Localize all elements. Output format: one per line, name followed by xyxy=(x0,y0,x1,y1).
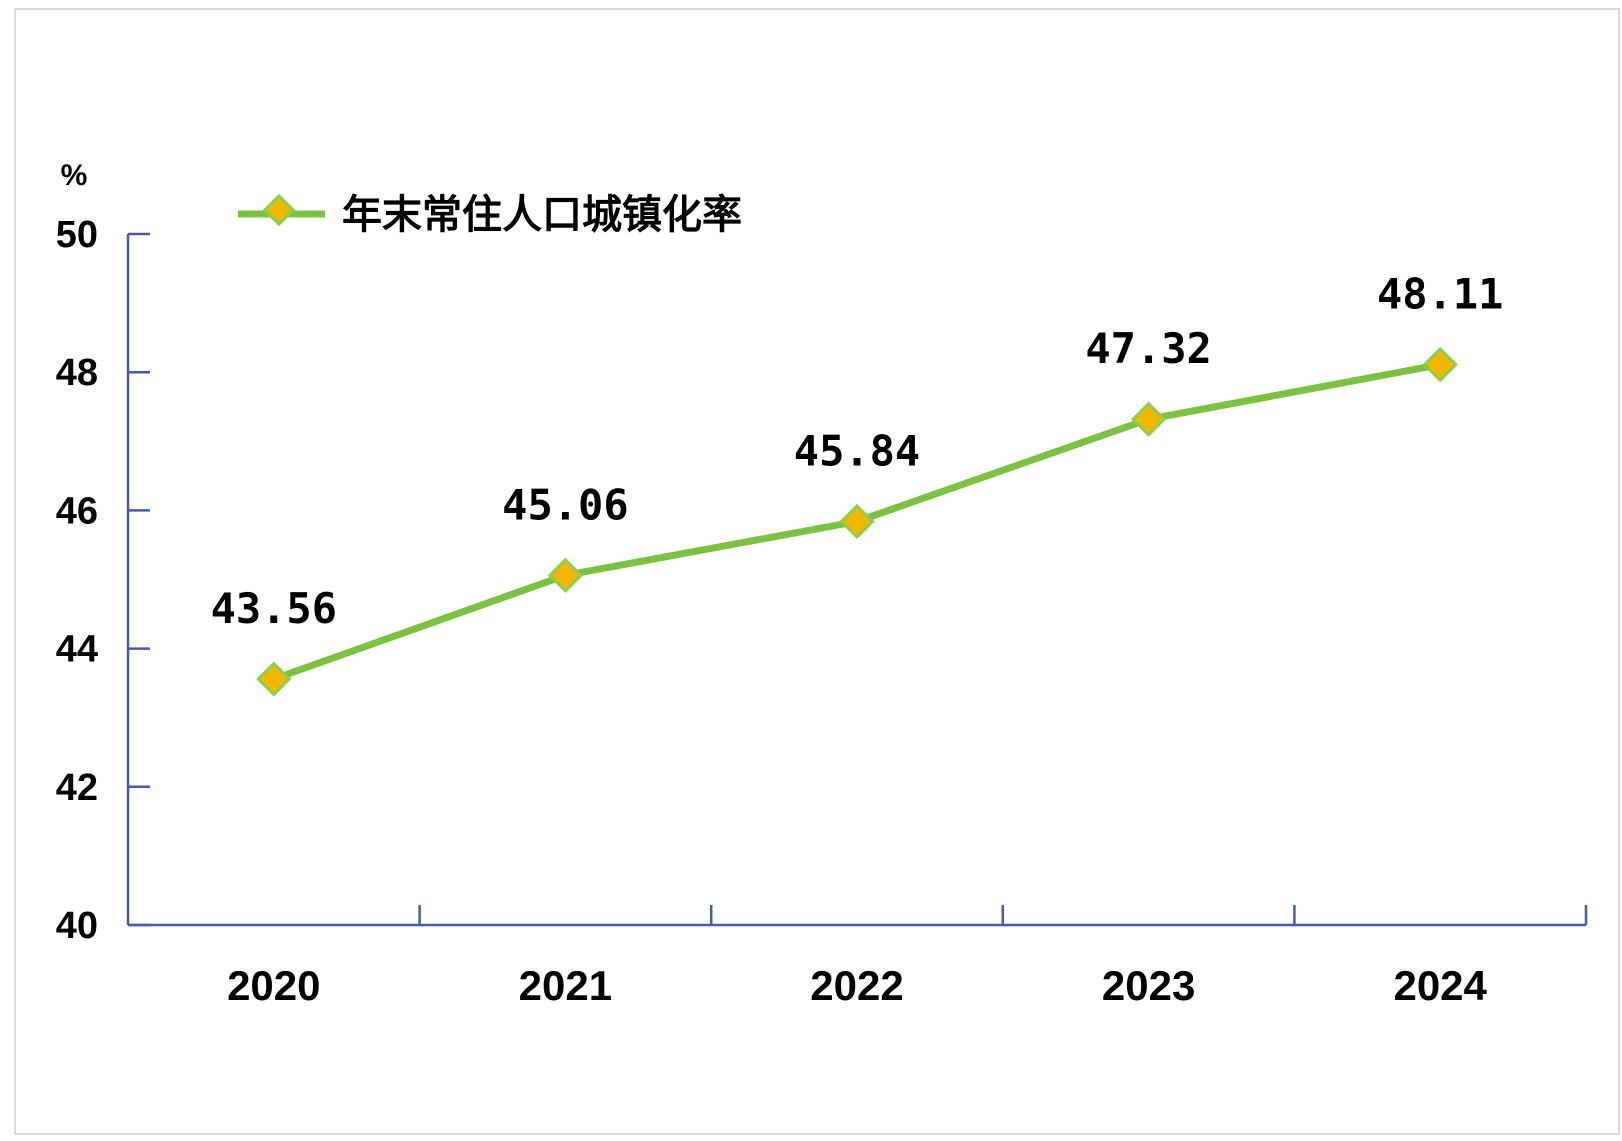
data-label: 48.11 xyxy=(1377,270,1503,319)
data-point-marker xyxy=(547,557,584,594)
data-label: 47.32 xyxy=(1085,324,1211,373)
axes: 40 42 44 46 48 50 2020 2021 2022 2023 2024 xyxy=(56,214,1588,1009)
x-tick-label: 2021 xyxy=(519,962,612,1009)
y-tick-label: 40 xyxy=(56,905,98,947)
x-tick-label: 2024 xyxy=(1393,962,1487,1009)
x-tick-label: 2023 xyxy=(1102,962,1195,1009)
chart-frame xyxy=(14,8,1620,1135)
legend: 年末常住人口城镇化率 xyxy=(238,192,742,238)
legend-label: 年末常住人口城镇化率 xyxy=(342,192,742,238)
y-tick-label: 48 xyxy=(56,352,98,394)
legend-marker-swatch xyxy=(262,193,296,227)
y-tick-label: 42 xyxy=(56,767,98,809)
marker-group xyxy=(256,346,1458,697)
x-tick-label: 2022 xyxy=(810,962,903,1009)
x-tick-label: 2020 xyxy=(227,962,320,1009)
y-tick-label: 44 xyxy=(56,629,98,671)
data-point-marker xyxy=(256,661,292,697)
data-label: 43.56 xyxy=(211,584,337,633)
y-axis-unit: % xyxy=(61,159,88,192)
data-label: 45.06 xyxy=(502,480,628,529)
data-point-marker xyxy=(839,503,875,540)
y-tick-label: 46 xyxy=(56,490,98,532)
data-point-marker xyxy=(1422,346,1458,383)
data-point-marker xyxy=(1130,401,1167,437)
y-tick-label: 50 xyxy=(56,214,98,256)
data-label: 45.84 xyxy=(794,426,920,475)
data-label-group: 43.56 45.06 45.84 47.32 48.11 xyxy=(211,270,1504,633)
